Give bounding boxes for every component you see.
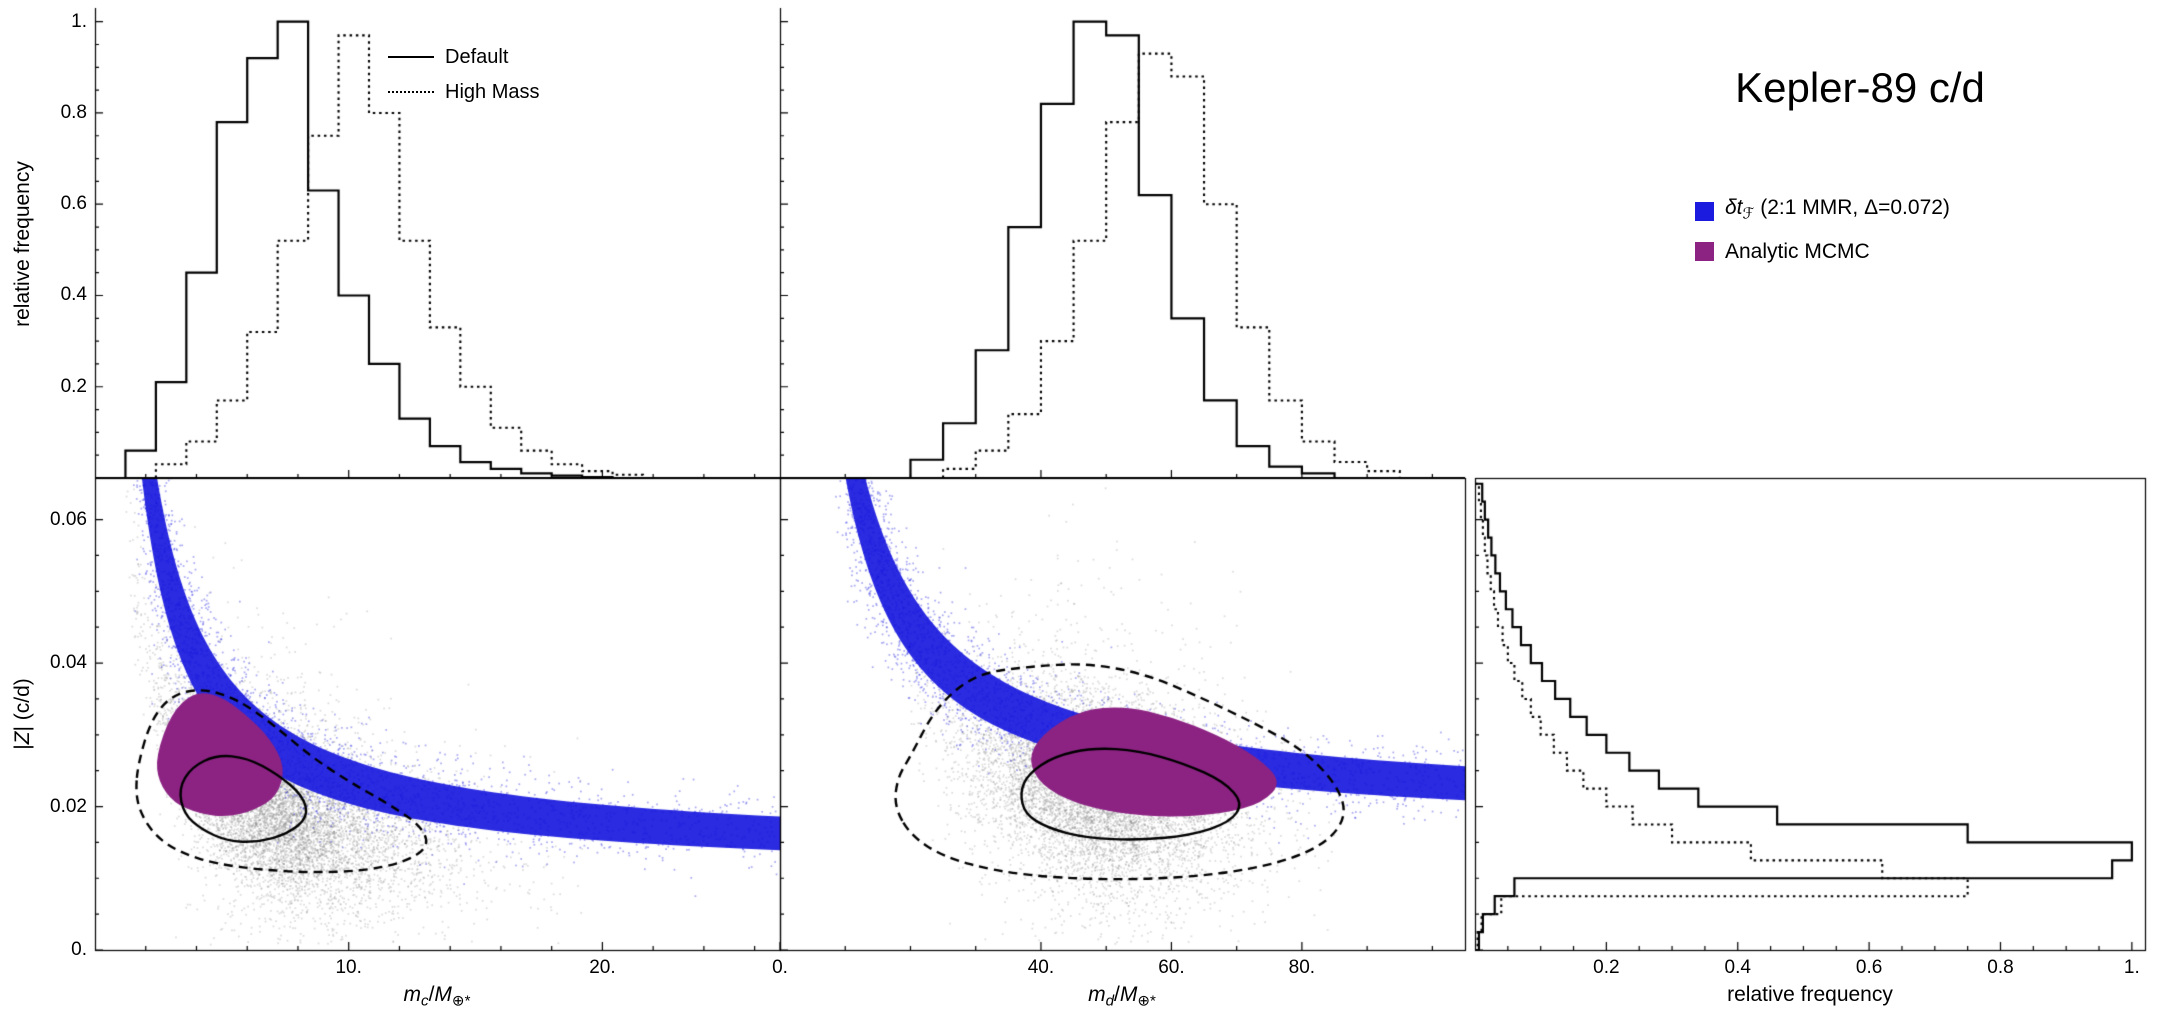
figure-canvas <box>0 0 2169 1027</box>
figure: Kepler-89 c/d δtℱ (2:1 MMR, Δ=0.072) Anal… <box>0 0 2169 1027</box>
